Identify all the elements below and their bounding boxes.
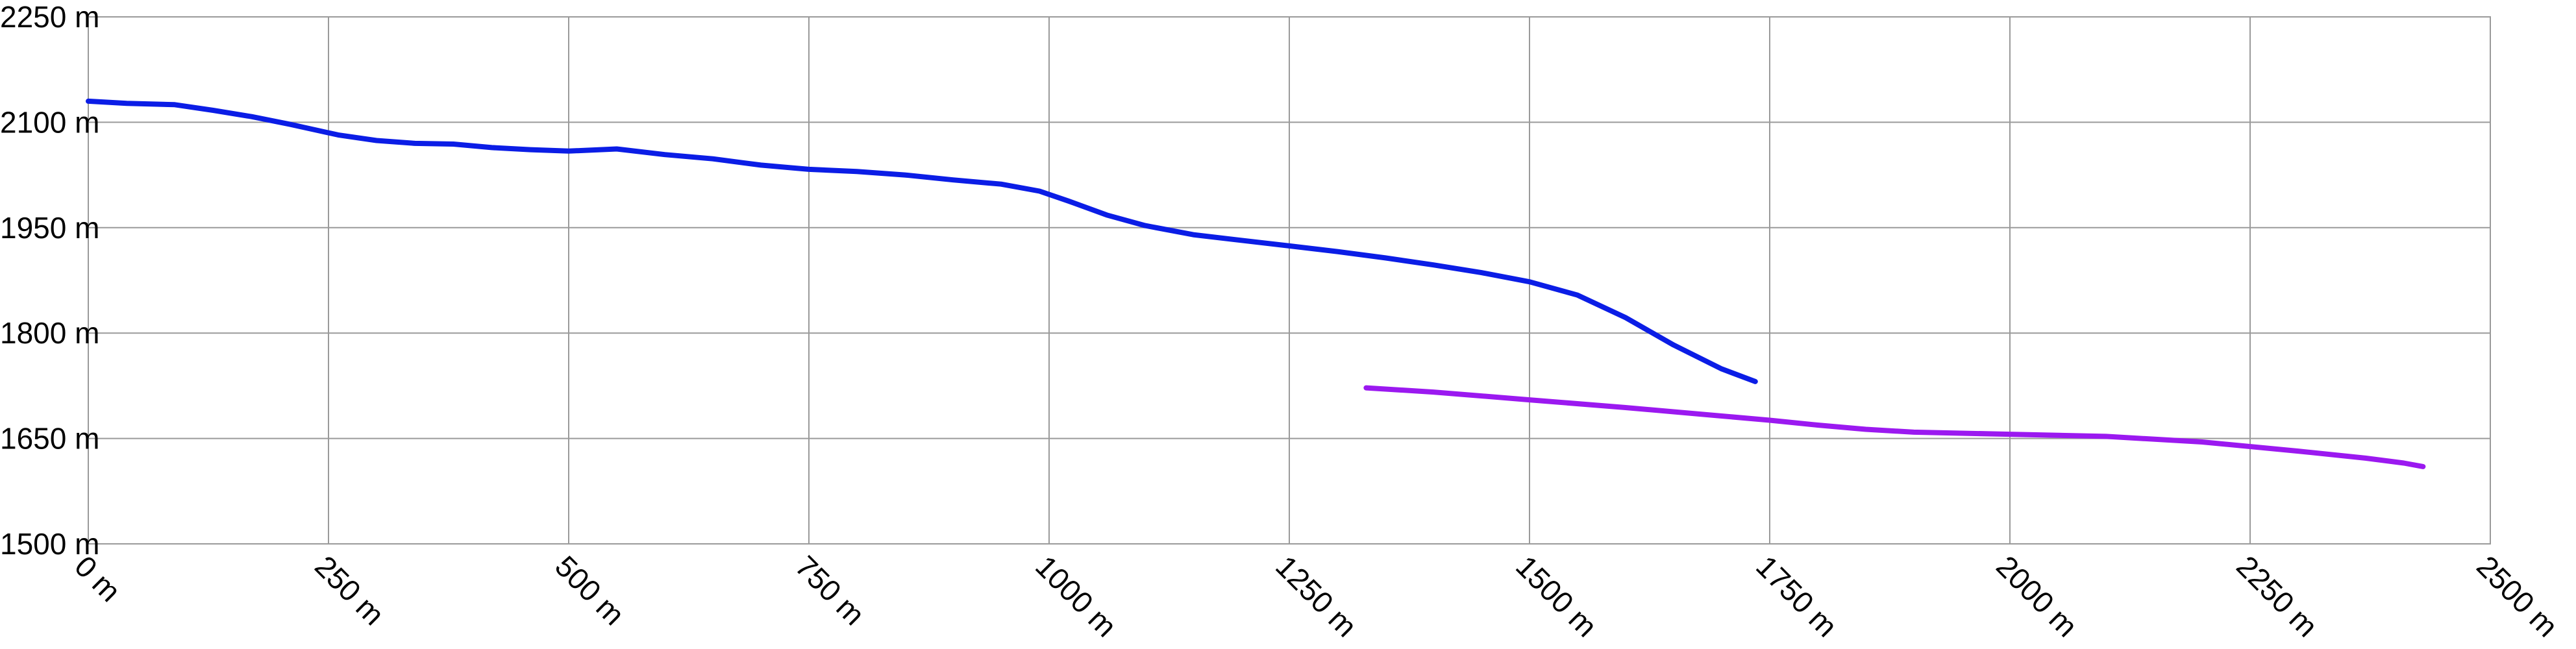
- y-tick-label: 2100 m: [0, 105, 99, 139]
- x-tick-label: 2000 m: [1990, 549, 2084, 643]
- x-tick-label: 1250 m: [1269, 549, 1363, 643]
- series-line-2: [1363, 385, 2426, 469]
- x-tick-label: 1500 m: [1509, 549, 1604, 643]
- x-tick-label: 2500 m: [2470, 549, 2564, 643]
- grid: [88, 17, 2490, 544]
- plot-frame: [88, 16, 2491, 545]
- plot-border: [88, 16, 2491, 545]
- y-tick-label: 2250 m: [0, 0, 99, 34]
- x-tick-label: 1750 m: [1750, 549, 1844, 643]
- y-tick-label: 1500 m: [0, 527, 99, 561]
- y-tick-label: 1800 m: [0, 316, 99, 350]
- series-line-1: [86, 98, 1758, 384]
- x-tick-label: 1000 m: [1029, 549, 1123, 643]
- x-tick-label: 2250 m: [2230, 549, 2324, 643]
- y-axis-tick-labels: 1500 m 1650 m 1800 m 1950 m 2100 m 2250 m: [0, 0, 99, 561]
- x-tick-label: 500 m: [549, 549, 631, 631]
- x-tick-label: 750 m: [789, 549, 871, 631]
- series-lines: [86, 98, 2426, 469]
- y-tick-label: 1950 m: [0, 211, 99, 245]
- y-tick-label: 1650 m: [0, 422, 99, 456]
- x-axis-tick-labels: 0 m 250 m 500 m 750 m 1000 m 1250 m 1500 m 1750…: [68, 549, 2564, 643]
- x-tick-label: 250 m: [308, 549, 391, 631]
